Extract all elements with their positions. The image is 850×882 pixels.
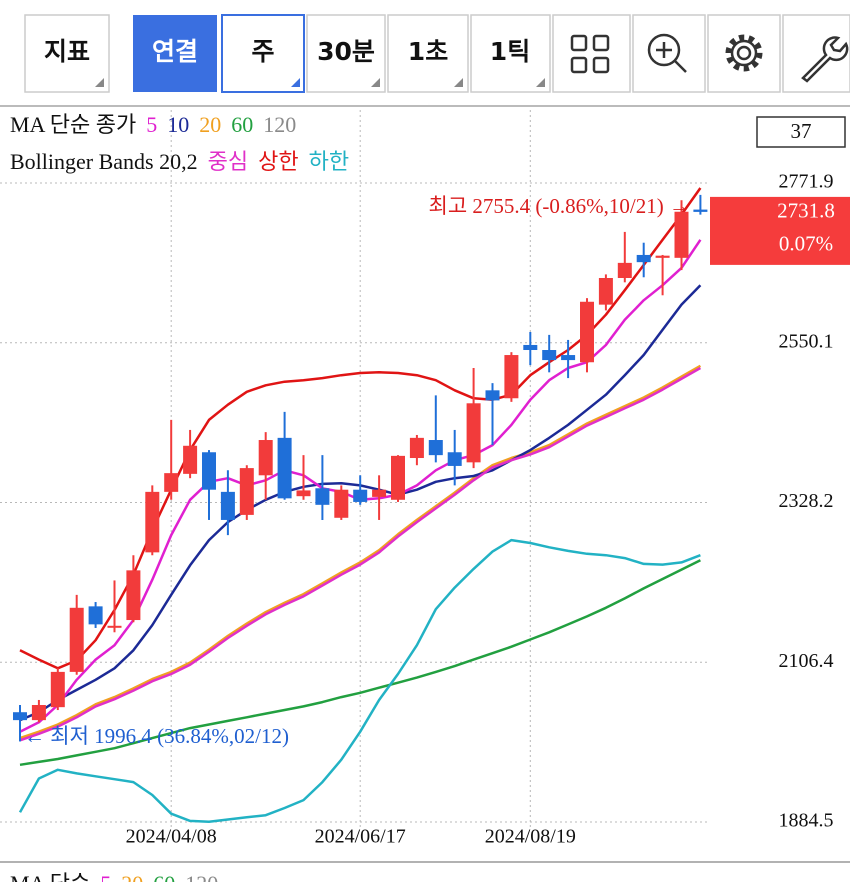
legend-entry: 20	[199, 112, 221, 137]
button-1tick[interactable]: 1틱	[470, 14, 551, 93]
button-tools[interactable]	[782, 14, 850, 93]
button-30min[interactable]: 30분	[306, 14, 386, 93]
button-label[interactable]: 30분	[317, 37, 375, 66]
y-tick-label: 2328.2	[779, 490, 834, 512]
legend-entry: 60	[153, 871, 175, 882]
candle-body	[277, 437, 292, 499]
candle-body	[617, 262, 632, 278]
legend-entry: 10	[167, 112, 189, 137]
legend-entry: 60	[231, 112, 253, 137]
button-1sec[interactable]: 1초	[387, 14, 469, 93]
y-tick-label: 2771.9	[779, 171, 834, 193]
button-indicator[interactable]: 지표	[24, 14, 110, 93]
candle-body	[523, 344, 538, 351]
indicator-line	[19, 559, 701, 767]
x-tick-label: 2024/04/08	[126, 826, 217, 848]
legend-entry: 상한	[258, 149, 298, 174]
candle-body	[636, 254, 651, 263]
button-label[interactable]: 1틱	[490, 37, 530, 66]
candle-body	[88, 606, 103, 625]
candle-body	[50, 671, 65, 708]
candle-body	[220, 491, 235, 520]
button-continuous[interactable]: 연결	[133, 15, 217, 92]
candle-body	[542, 350, 557, 361]
candle-body	[485, 390, 500, 401]
candle-body	[31, 705, 46, 721]
indicator-line	[19, 366, 702, 742]
candle-body	[353, 489, 368, 502]
candle-body	[466, 403, 481, 463]
candle-body	[428, 440, 443, 456]
high-annotation: 최고 2755.4 (-0.86%,10/21) →	[429, 194, 690, 218]
legend-title: MA 단순	[10, 871, 90, 882]
candle-body	[655, 255, 670, 258]
candle-body	[315, 488, 330, 505]
candle-body	[598, 277, 613, 305]
legend-entry: 중심	[208, 149, 248, 174]
indicator-line	[19, 364, 702, 740]
candle-body	[334, 489, 349, 518]
plot-area	[0, 110, 710, 828]
legend-entry: 120	[263, 112, 296, 137]
legend-entry: 5	[100, 871, 111, 882]
button-week[interactable]: 주	[221, 14, 305, 93]
button-settings[interactable]	[707, 14, 781, 93]
button-label[interactable]: 1초	[408, 37, 448, 66]
candle-body	[447, 452, 462, 466]
candle-body	[296, 490, 311, 497]
candle-body	[391, 455, 405, 500]
indicator-line	[18, 538, 701, 823]
button-layout[interactable]	[552, 14, 631, 93]
legend-entry: 20	[121, 871, 143, 882]
count-box-label: 37	[791, 119, 812, 143]
button-label[interactable]: 주	[251, 37, 274, 66]
x-tick-label: 2024/08/19	[485, 826, 576, 848]
count-box	[756, 116, 846, 148]
current-price-box	[710, 196, 850, 265]
candle-body	[107, 625, 122, 628]
candle-body	[409, 437, 424, 459]
candle-body	[13, 712, 27, 721]
candle-body	[126, 570, 141, 621]
candle-body	[504, 355, 519, 399]
candle-body	[183, 445, 198, 474]
button-zoom[interactable]	[632, 14, 706, 93]
button-label[interactable]: 연결	[152, 37, 198, 66]
candle-body	[580, 301, 594, 363]
x-tick-label: 2024/06/17	[315, 826, 406, 848]
candle-body	[561, 355, 576, 361]
low-annotation: ← 최저 1996.4 (36.84%,02/12)	[24, 724, 289, 748]
current-change: 0.07%	[779, 232, 833, 256]
candle-body	[145, 491, 160, 553]
candle-body	[674, 211, 689, 258]
y-tick-label: 2550.1	[779, 330, 834, 352]
current-price: 2731.8	[777, 199, 835, 223]
legend-title: Bollinger Bands 20,2	[10, 149, 198, 174]
candle-body	[164, 473, 179, 492]
candle-body	[69, 607, 84, 672]
candle-body	[258, 440, 273, 476]
candle-body	[239, 468, 254, 515]
y-tick-label: 2106.4	[779, 650, 834, 672]
y-tick-label: 1884.5	[779, 810, 834, 832]
candle-body	[693, 209, 708, 212]
legend-entry: 5	[146, 112, 157, 137]
legend-entry: 120	[185, 871, 218, 882]
button-label[interactable]: 지표	[44, 37, 90, 66]
legend-entry: 하한	[309, 149, 349, 174]
candle-body	[372, 489, 387, 497]
candle-body	[202, 452, 216, 490]
legend-title: MA 단순 종가	[10, 112, 136, 137]
